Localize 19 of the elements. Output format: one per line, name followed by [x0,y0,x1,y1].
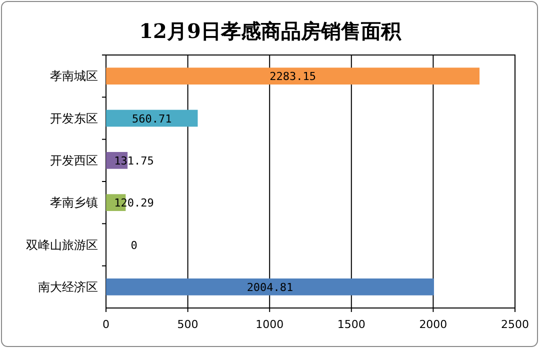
x-tick-label: 2000 [419,318,448,331]
data-label: 0 [130,238,138,252]
x-tick-label: 500 [177,318,198,331]
y-tick-label: 孝南乡镇 [50,196,98,210]
y-tick-label: 开发东区 [50,111,98,126]
y-tick-label: 双峰山旅游区 [26,238,98,252]
bar [106,278,434,296]
data-label: 2004.81 [246,280,294,294]
x-tick-label: 0 [102,318,110,331]
chart-title: 12月9日孝感商品房销售面积 [139,19,402,43]
data-label: 2283.15 [270,70,316,84]
data-label: 560.71 [132,112,172,126]
y-tick-label: 南大经济区 [38,280,98,294]
y-tick-label: 孝南城区 [50,69,98,84]
x-tick-label: 2500 [501,318,529,331]
x-tick-label: 1500 [337,318,366,331]
bar [106,68,480,85]
x-tick-label: 1000 [256,318,284,331]
y-tick-label: 开发西区 [50,153,98,168]
